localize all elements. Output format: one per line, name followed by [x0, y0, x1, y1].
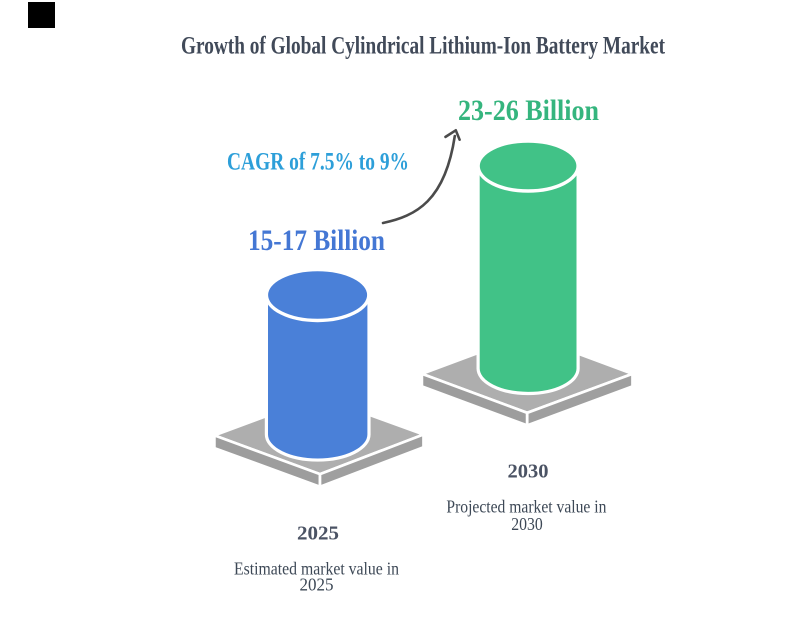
svg-text:2030: 2030 — [511, 514, 543, 534]
svg-text:CAGR of 7.5% to 9%: CAGR of 7.5% to 9% — [227, 149, 409, 176]
svg-text:2030: 2030 — [508, 461, 549, 483]
svg-text:Projected market value in: Projected market value in — [446, 497, 606, 517]
svg-text:2025: 2025 — [300, 575, 334, 595]
svg-text:23-26 Billion: 23-26 Billion — [458, 94, 599, 127]
svg-text:Growth of Global Cylindrical L: Growth of Global Cylindrical Lithium-Ion… — [181, 32, 666, 59]
svg-text:2025: 2025 — [297, 523, 339, 545]
svg-text:15-17 Billion: 15-17 Billion — [248, 224, 385, 257]
svg-text:Estimated market value in: Estimated market value in — [234, 558, 399, 578]
